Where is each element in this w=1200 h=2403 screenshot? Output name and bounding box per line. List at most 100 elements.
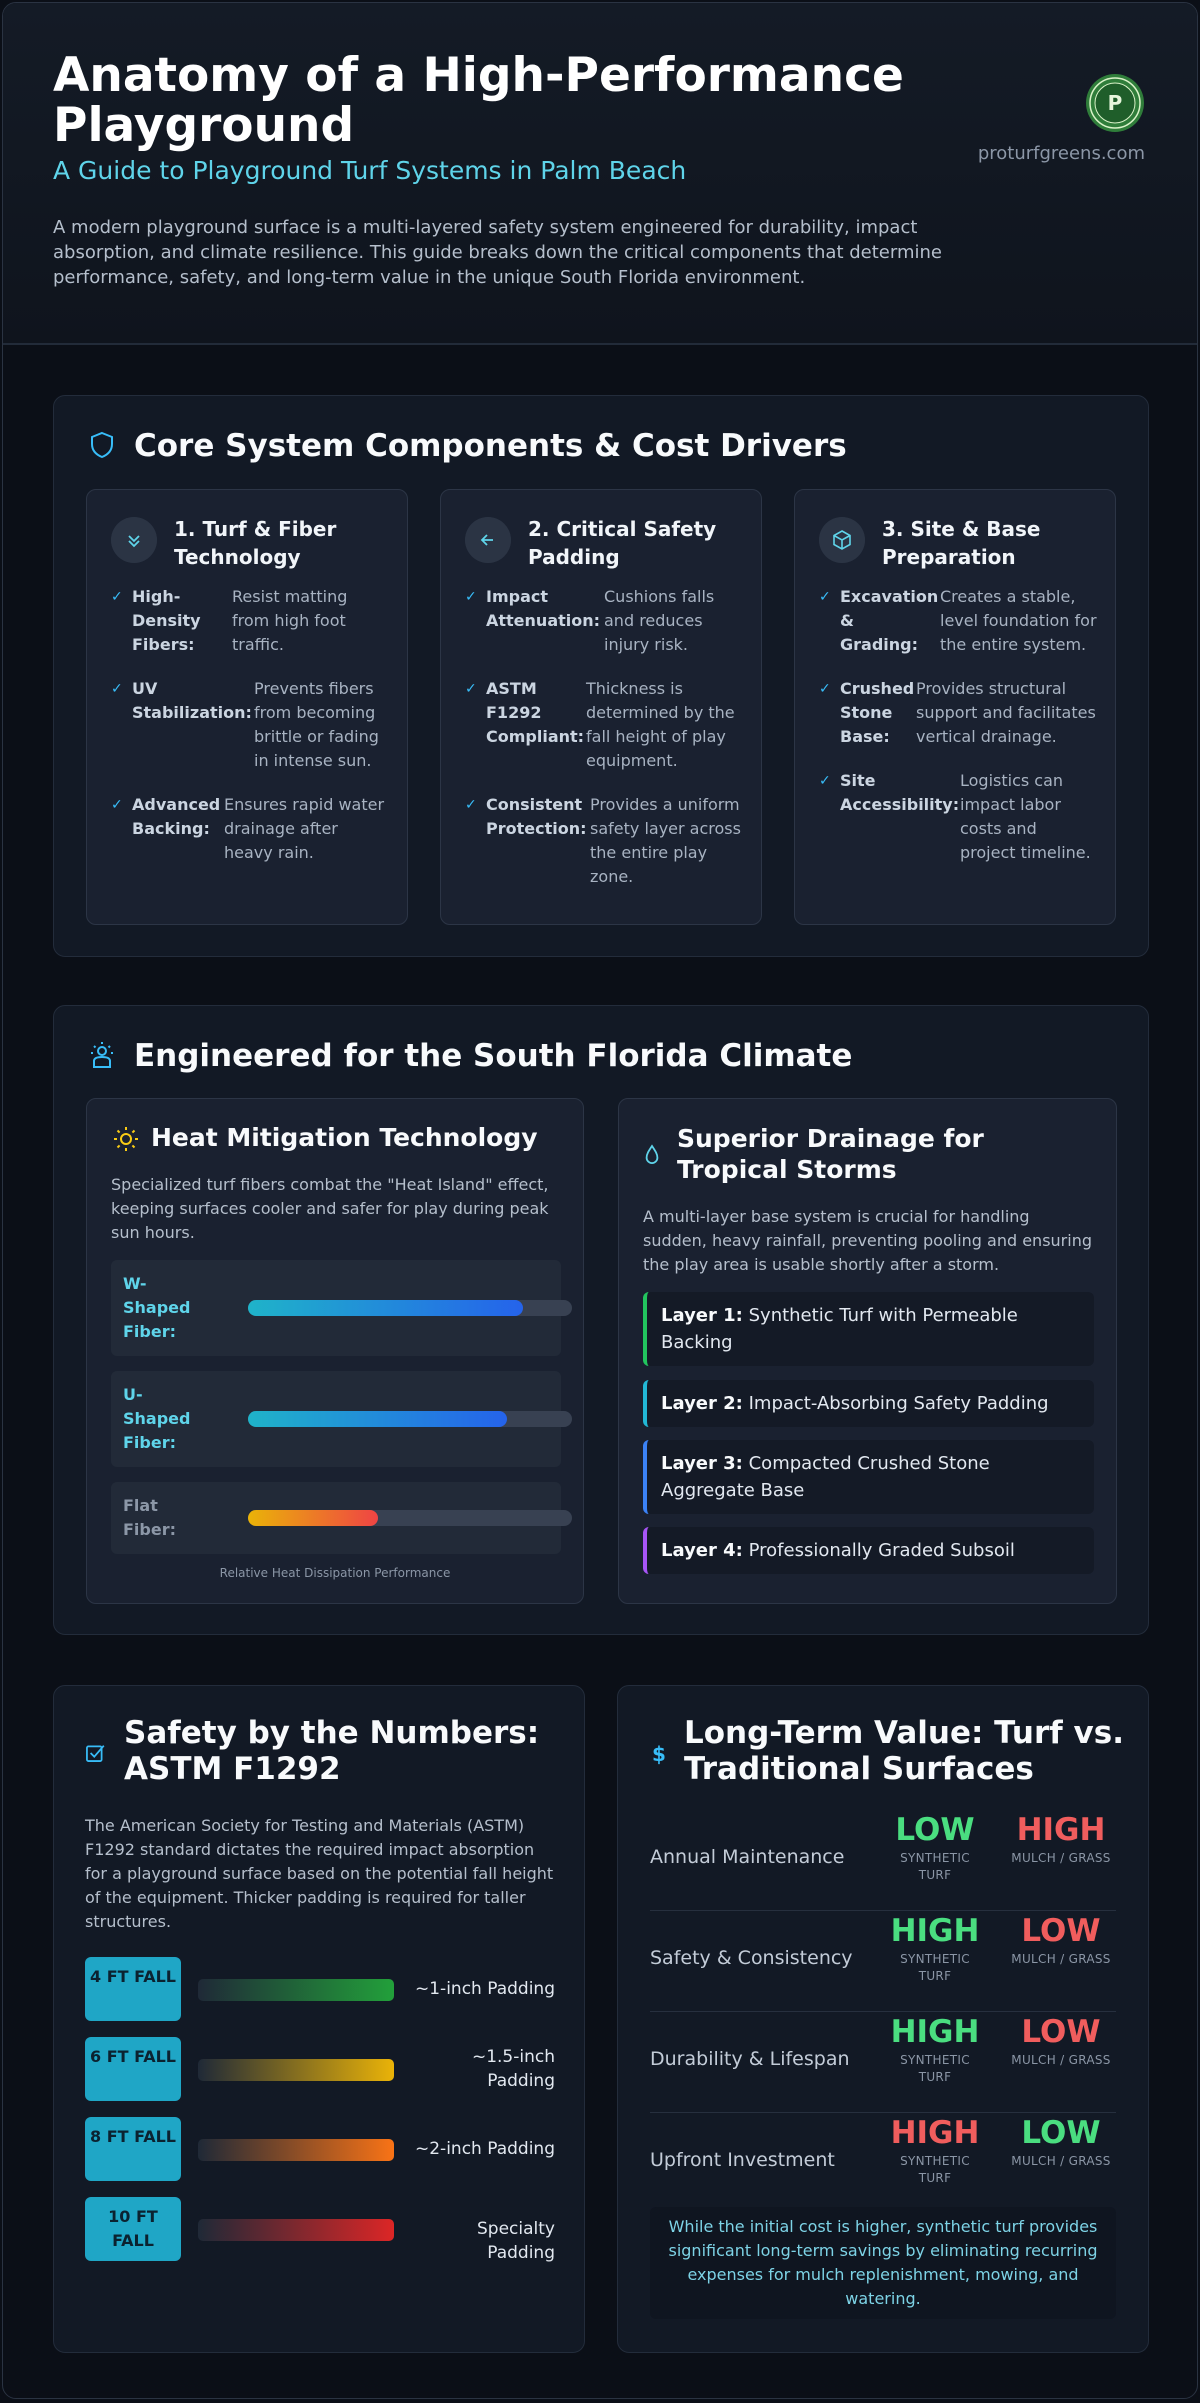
- fall-height-badge: 4 FT FALL: [85, 1957, 181, 2021]
- fiber-fill: [248, 1510, 378, 1526]
- turf-rating: HIGH SYNTHETIC TURF: [880, 2012, 990, 2086]
- page-title: Anatomy of a High-Performance Playground: [53, 48, 904, 153]
- feature-item: ✓ Advanced Backing: Ensures rapid water dr…: [111, 793, 389, 865]
- layer-value: Synthetic Turf with Permeable Backing: [661, 1305, 1018, 1353]
- fiber-row-u: U-Shaped Fiber:: [111, 1371, 572, 1467]
- check-icon: ✓: [465, 681, 477, 697]
- feature-key: UV Stabilization:: [132, 679, 252, 722]
- layer-key: Layer 1:: [661, 1305, 743, 1326]
- other-rating: LOW MULCH / GRASS: [1006, 2113, 1116, 2170]
- value-row: Safety & Consistency HIGH SYNTHETIC TURF …: [650, 1911, 1116, 2012]
- drainage-card: Superior Drainage for Tropical Storms A …: [618, 1098, 1117, 1604]
- intro-text: A modern playground surface is a multi-l…: [53, 217, 942, 288]
- components-section: Core System Components & Cost Drivers 1.…: [53, 395, 1149, 957]
- turf-rating-caption: SYNTHETIC TURF: [900, 2154, 970, 2185]
- check-icon: ✓: [111, 797, 123, 813]
- drainage-layer: Layer 4: Professionally Graded Subsoil: [643, 1527, 1094, 1574]
- fiber-fill: [248, 1300, 524, 1316]
- heat-title: Heat Mitigation Technology: [151, 1123, 538, 1152]
- turf-rating: LOW SYNTHETIC TURF: [880, 1810, 990, 1884]
- component-card-title: 2. Critical Safety Padding: [528, 517, 717, 569]
- turf-rating-value: HIGH: [890, 1913, 980, 1949]
- component-card-title: 1. Turf & Fiber Technology: [174, 517, 337, 569]
- fiber-row-w: W-Shaped Fiber:: [111, 1260, 572, 1356]
- turf-rating-value: HIGH: [890, 2115, 980, 2151]
- check-icon: ✓: [819, 773, 831, 789]
- fiber-track: [248, 1411, 572, 1427]
- feature-item: ✓ Site Accessibility: Logistics can impact…: [819, 769, 1097, 865]
- value-row-label: Durability & Lifespan: [650, 2048, 850, 2070]
- climate-title: Engineered for the South Florida Climate: [134, 1038, 853, 1074]
- page-header: Anatomy of a High-Performance Playground…: [3, 3, 1197, 345]
- turf-rating: HIGH SYNTHETIC TURF: [880, 1911, 990, 1985]
- cube-icon: [819, 517, 865, 563]
- layer-key: Layer 3:: [661, 1453, 743, 1474]
- fall-row: 6 FT FALL ~1.5-inch Padding: [85, 2037, 555, 2101]
- value-section: $ Long-Term Value: Turf vs. Traditional …: [617, 1685, 1149, 2353]
- turf-rating-caption: SYNTHETIC TURF: [900, 1952, 970, 1983]
- fiber-track: [248, 1300, 572, 1316]
- arrow-left-icon: [465, 517, 511, 563]
- turf-rating-caption: SYNTHETIC TURF: [900, 2053, 970, 2084]
- check-icon: ✓: [465, 589, 477, 605]
- site-url[interactable]: proturfgreens.com: [977, 143, 1145, 164]
- fall-height-badge: 6 FT FALL: [85, 2037, 181, 2101]
- fall-row: 4 FT FALL ~1-inch Padding: [85, 1957, 555, 2021]
- feature-value: Provides structural support and facilita…: [916, 679, 1096, 746]
- check-icon: ✓: [111, 681, 123, 697]
- value-row-label: Upfront Investment: [650, 2149, 835, 2171]
- checkbox-icon: [86, 1745, 105, 1762]
- value-row: Durability & Lifespan HIGH SYNTHETIC TURF…: [650, 2012, 1116, 2113]
- layer-key: Layer 2:: [661, 1393, 743, 1414]
- sun-person-icon: [91, 1042, 113, 1068]
- page-subtitle: A Guide to Playground Turf Systems in Pa…: [53, 156, 687, 185]
- drainage-layer: Layer 1: Synthetic Turf with Permeable B…: [643, 1292, 1094, 1366]
- feature-value: Ensures rapid water drainage after heavy…: [224, 795, 385, 862]
- feature-item: ✓ Crushed Stone Base: Provides structural …: [819, 677, 1097, 749]
- fiber-fill: [248, 1411, 508, 1427]
- drainage-layer: Layer 2: Impact-Absorbing Safety Padding: [643, 1380, 1094, 1427]
- fall-row: 8 FT FALL ~2-inch Padding: [85, 2117, 555, 2181]
- logo-letter: P: [1108, 91, 1123, 115]
- drainage-title: Superior Drainage for Tropical Storms: [677, 1124, 984, 1184]
- value-title: Long-Term Value: Turf vs. Traditional Su…: [684, 1715, 1124, 1787]
- padding-bar: [198, 2059, 394, 2081]
- feature-value: Prevents fibers from becoming brittle or…: [254, 679, 379, 770]
- other-rating: LOW MULCH / GRASS: [1006, 2012, 1116, 2069]
- fiber-label: W-Shaped Fiber:: [123, 1274, 191, 1341]
- feature-item: ✓ UV Stabilization: Prevents fibers from b…: [111, 677, 389, 773]
- feature-item: ✓ Consistent Protection: Provides a unifor…: [465, 793, 743, 889]
- chevrons-down-icon: [111, 517, 157, 563]
- fiber-track: [248, 1510, 572, 1526]
- other-rating-caption: MULCH / GRASS: [1011, 1952, 1111, 1966]
- padding-label: ~1.5-inch Padding: [471, 2047, 555, 2091]
- component-card-turf: 1. Turf & Fiber Technology ✓ High-Density…: [86, 489, 408, 925]
- feature-item: ✓ Excavation & Grading: Creates a stable, …: [819, 585, 1097, 657]
- other-rating-caption: MULCH / GRASS: [1011, 2154, 1111, 2168]
- feature-item: ✓ ASTM F1292 Compliant: Thickness is deter…: [465, 677, 743, 773]
- layer-key: Layer 4:: [661, 1540, 743, 1561]
- fiber-label: U-Shaped Fiber:: [123, 1385, 191, 1452]
- value-note: While the initial cost is higher, synthe…: [650, 2207, 1116, 2319]
- components-title: Core System Components & Cost Drivers: [134, 428, 847, 464]
- safety-section: Safety by the Numbers: ASTM F1292 The Am…: [53, 1685, 585, 2353]
- other-rating-value: HIGH: [1016, 1812, 1106, 1848]
- padding-bar: [198, 2139, 394, 2161]
- component-feature-list: ✓ Excavation & Grading: Creates a stable, …: [819, 585, 1097, 885]
- droplet-icon: [645, 1144, 659, 1164]
- feature-key: Advanced Backing:: [132, 795, 221, 838]
- heat-card: Heat Mitigation Technology Specialized t…: [86, 1098, 584, 1604]
- feature-item: ✓ High-Density Fibers: Resist matting from…: [111, 585, 389, 657]
- padding-label: Specialty Padding: [477, 2219, 555, 2263]
- fall-row: 10 FT FALL Specialty Padding: [85, 2197, 555, 2263]
- feature-key: Site Accessibility:: [840, 771, 960, 814]
- component-card-padding: 2. Critical Safety Padding ✓ Impact Atten…: [440, 489, 762, 925]
- other-rating-value: LOW: [1021, 2115, 1101, 2151]
- feature-value: Cushions falls and reduces injury risk.: [604, 587, 715, 654]
- layer-value: Compacted Crushed Stone Aggregate Base: [661, 1453, 990, 1501]
- heat-chart-caption: Relative Heat Dissipation Performance: [219, 1566, 451, 1580]
- feature-key: Crushed Stone Base:: [840, 679, 915, 746]
- safety-title: Safety by the Numbers: ASTM F1292: [124, 1715, 540, 1787]
- other-rating-caption: MULCH / GRASS: [1011, 2053, 1111, 2067]
